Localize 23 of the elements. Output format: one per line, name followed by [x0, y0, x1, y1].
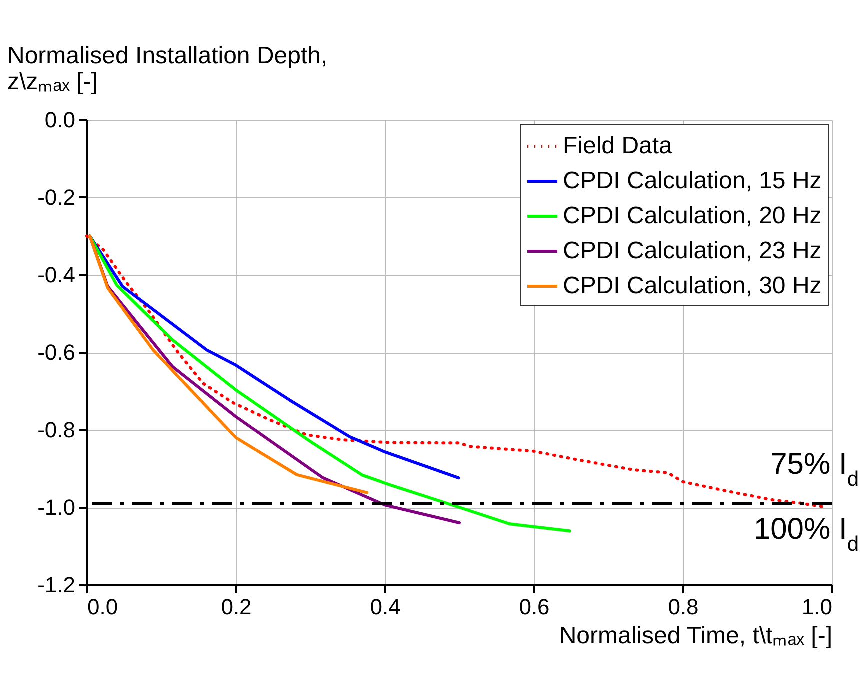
y-tick-label: -1.2: [38, 572, 76, 598]
legend-label: Field Data: [563, 132, 674, 160]
y-axis-title: Normalised Installation Depth, z\zₘₐₓ [-]: [8, 42, 328, 96]
y-tick-label: -0.8: [38, 418, 76, 442]
legend-label: CPDI Calculation, 23 Hz: [563, 238, 822, 264]
x-tick-label: 1.0: [802, 594, 832, 620]
y-tick-label: 0.0: [44, 108, 76, 132]
line-series: [88, 234, 369, 494]
x-tick-label: 0.8: [668, 594, 699, 620]
y-tick-label: -0.4: [38, 262, 76, 288]
x-tick-label: 0.0: [88, 594, 118, 620]
y-tick-label: -1.0: [38, 495, 76, 520]
legend-label: CPDI Calculation, 30 Hz: [563, 272, 822, 300]
x-axis-title: Normalised Time, t\tₘₐₓ [-]: [559, 622, 832, 650]
x-tick-label: 0.2: [221, 594, 252, 620]
legend-label: CPDI Calculation, 20 Hz: [563, 202, 822, 230]
y-tick-label: -0.2: [38, 185, 76, 210]
y-tick-label: -0.6: [38, 340, 76, 365]
x-tick-label: 0.4: [370, 594, 401, 620]
annotation: 75% I$_{d}$: [770, 448, 859, 490]
x-tick-label: 0.6: [519, 594, 550, 620]
annotation: 100% I$_{d}$: [754, 513, 859, 556]
legend-label: CPDI Calculation, 15 Hz: [563, 168, 822, 194]
